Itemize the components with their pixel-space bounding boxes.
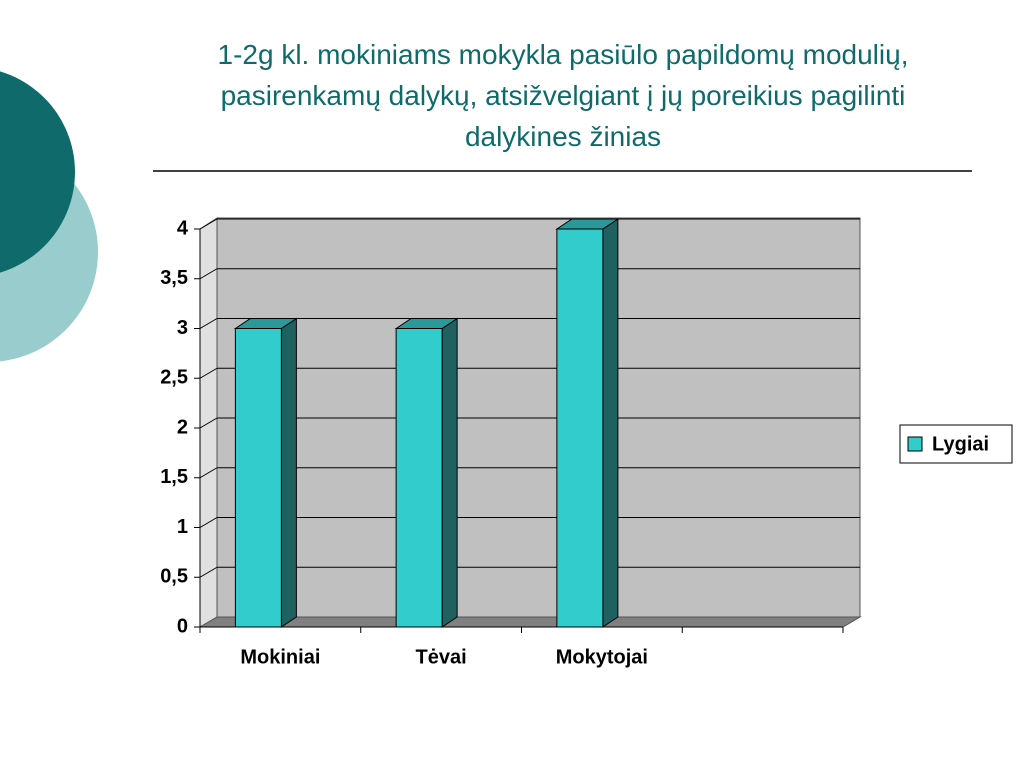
grid-line bbox=[199, 417, 218, 429]
bar bbox=[556, 228, 604, 628]
y-tick-label: 0 bbox=[177, 615, 188, 637]
grid-line bbox=[199, 268, 218, 280]
legend-swatch bbox=[907, 436, 923, 452]
floor bbox=[198, 616, 862, 628]
y-tick-label: 2 bbox=[177, 416, 188, 438]
grid-line bbox=[199, 517, 218, 528]
bar-side bbox=[602, 218, 619, 628]
y-tick-label: 3 bbox=[177, 317, 188, 339]
bar-side bbox=[280, 317, 297, 628]
grid-line bbox=[199, 367, 218, 379]
y-tick-label: 0,5 bbox=[160, 566, 188, 588]
x-tick-label: Mokiniai bbox=[240, 646, 320, 668]
y-tick-label: 2,5 bbox=[160, 367, 188, 389]
y-tick-label: 3,5 bbox=[160, 267, 188, 289]
grid-line bbox=[199, 318, 218, 329]
grid-line bbox=[199, 218, 218, 230]
bar bbox=[234, 328, 282, 628]
x-tick-label: Mokytojai bbox=[556, 646, 648, 668]
y-tick-label: 1,5 bbox=[160, 466, 188, 488]
grid-line bbox=[199, 566, 218, 578]
y-tick-label: 4 bbox=[177, 217, 189, 239]
bar bbox=[395, 328, 443, 628]
chart-title: 1-2g kl. mokiniams mokykla pasiūlo papil… bbox=[217, 39, 909, 152]
x-tick-label: Tėvai bbox=[416, 646, 467, 668]
y-tick-label: 1 bbox=[177, 516, 188, 538]
grid-line bbox=[199, 467, 218, 479]
bar-side bbox=[441, 317, 458, 628]
decor-circle bbox=[0, 71, 75, 273]
legend-label: Lygiai bbox=[932, 433, 989, 455]
